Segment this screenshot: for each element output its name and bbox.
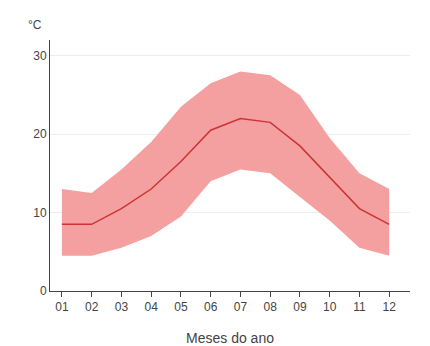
svg-text:0: 0 — [40, 284, 47, 298]
svg-text:11: 11 — [353, 300, 366, 314]
svg-text:10: 10 — [33, 206, 47, 220]
svg-text:02: 02 — [85, 300, 99, 314]
svg-text:°C: °C — [28, 18, 42, 32]
svg-text:Meses do ano: Meses do ano — [186, 330, 274, 346]
svg-text:07: 07 — [234, 300, 248, 314]
svg-text:20: 20 — [33, 127, 47, 141]
svg-text:05: 05 — [174, 300, 188, 314]
svg-text:12: 12 — [382, 300, 396, 314]
svg-text:01: 01 — [55, 300, 69, 314]
svg-text:06: 06 — [204, 300, 218, 314]
svg-text:03: 03 — [115, 300, 129, 314]
svg-text:08: 08 — [263, 300, 277, 314]
svg-text:04: 04 — [144, 300, 158, 314]
svg-text:10: 10 — [323, 300, 337, 314]
svg-text:30: 30 — [33, 49, 47, 63]
svg-text:09: 09 — [293, 300, 307, 314]
